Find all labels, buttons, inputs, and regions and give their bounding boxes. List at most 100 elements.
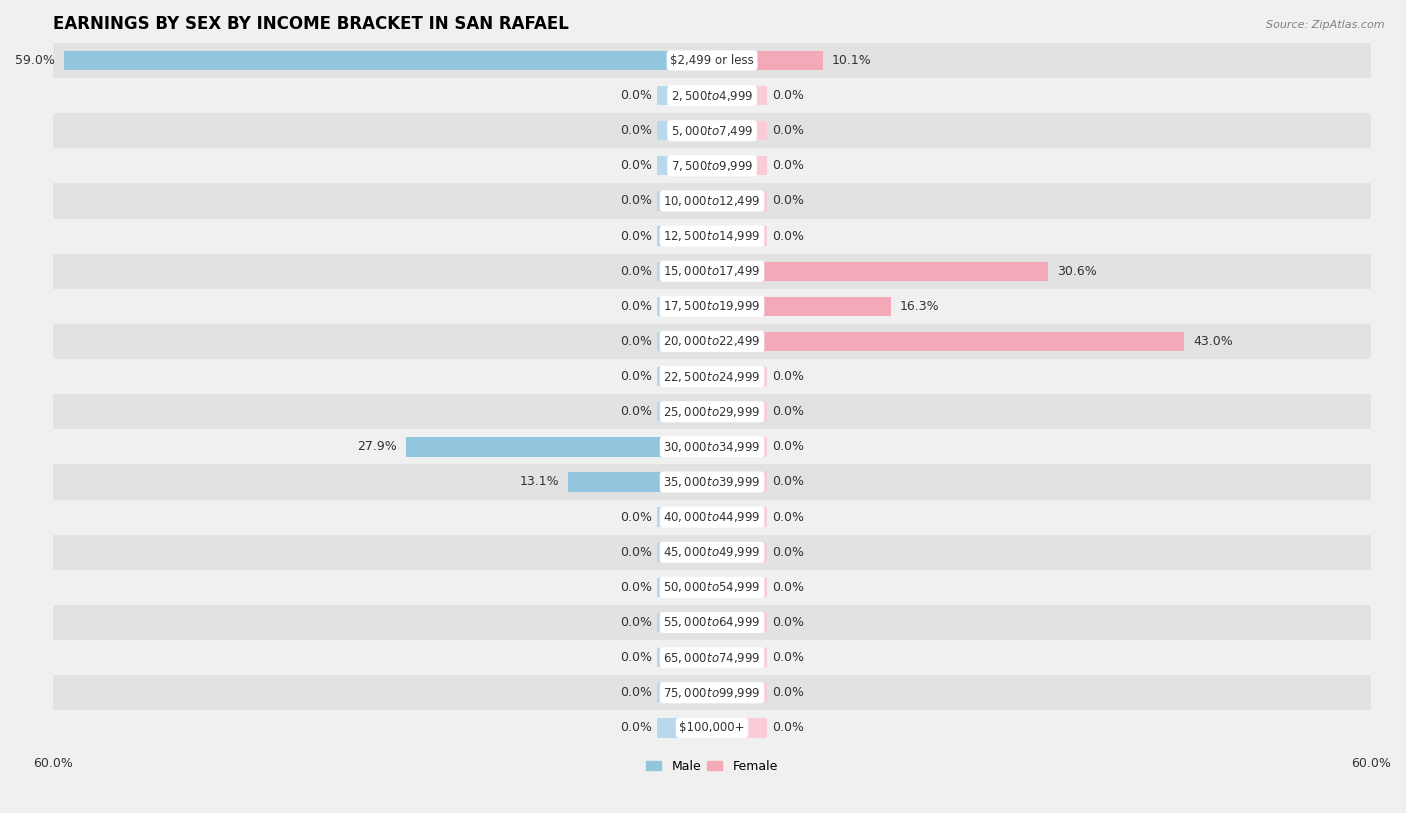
Text: 0.0%: 0.0% (620, 511, 651, 524)
Bar (657, 648, 711, 667)
Text: 0.0%: 0.0% (620, 124, 651, 137)
Text: 0.0%: 0.0% (772, 511, 804, 524)
Text: $50,000 to $54,999: $50,000 to $54,999 (664, 580, 761, 594)
Text: 0.0%: 0.0% (620, 194, 651, 207)
Text: $100,000+: $100,000+ (679, 721, 745, 734)
Bar (53, 254, 1371, 289)
Text: 0.0%: 0.0% (620, 546, 651, 559)
Text: EARNINGS BY SEX BY INCOME BRACKET IN SAN RAFAEL: EARNINGS BY SEX BY INCOME BRACKET IN SAN… (53, 15, 569, 33)
Text: $55,000 to $64,999: $55,000 to $64,999 (664, 615, 761, 629)
Bar (711, 332, 1184, 351)
Bar (53, 43, 1371, 78)
Text: 0.0%: 0.0% (620, 89, 651, 102)
Text: 0.0%: 0.0% (772, 580, 804, 593)
Text: 0.0%: 0.0% (620, 265, 651, 278)
Text: 0.0%: 0.0% (620, 159, 651, 172)
Bar (711, 262, 1047, 280)
Bar (711, 50, 823, 70)
Text: 43.0%: 43.0% (1194, 335, 1233, 348)
Bar (711, 402, 768, 421)
Bar (53, 219, 1371, 254)
Bar (657, 121, 711, 141)
Bar (711, 718, 768, 737)
Bar (405, 437, 711, 457)
Bar (53, 675, 1371, 711)
Text: $30,000 to $34,999: $30,000 to $34,999 (664, 440, 761, 454)
Bar (711, 191, 768, 211)
Text: 0.0%: 0.0% (620, 651, 651, 664)
Bar (657, 86, 711, 105)
Bar (53, 711, 1371, 746)
Bar (53, 429, 1371, 464)
Text: $15,000 to $17,499: $15,000 to $17,499 (664, 264, 761, 278)
Text: $22,500 to $24,999: $22,500 to $24,999 (664, 370, 761, 384)
Text: $7,500 to $9,999: $7,500 to $9,999 (671, 159, 754, 173)
Bar (53, 359, 1371, 394)
Text: 0.0%: 0.0% (772, 616, 804, 629)
Bar (65, 50, 711, 70)
Text: 16.3%: 16.3% (900, 300, 939, 313)
Bar (657, 367, 711, 386)
Bar (53, 535, 1371, 570)
Text: $25,000 to $29,999: $25,000 to $29,999 (664, 405, 761, 419)
Bar (53, 148, 1371, 184)
Bar (53, 394, 1371, 429)
Bar (53, 605, 1371, 640)
Text: $75,000 to $99,999: $75,000 to $99,999 (664, 685, 761, 700)
Bar (53, 570, 1371, 605)
Text: $45,000 to $49,999: $45,000 to $49,999 (664, 546, 761, 559)
Bar (711, 648, 768, 667)
Bar (53, 464, 1371, 499)
Text: 0.0%: 0.0% (620, 405, 651, 418)
Text: 30.6%: 30.6% (1057, 265, 1097, 278)
Text: 0.0%: 0.0% (772, 546, 804, 559)
Text: 0.0%: 0.0% (620, 370, 651, 383)
Bar (657, 332, 711, 351)
Bar (657, 262, 711, 280)
Bar (711, 437, 768, 457)
Text: 0.0%: 0.0% (772, 686, 804, 699)
Text: $2,500 to $4,999: $2,500 to $4,999 (671, 89, 754, 102)
Text: 0.0%: 0.0% (620, 686, 651, 699)
Bar (657, 507, 711, 527)
Bar (711, 578, 768, 597)
Text: 0.0%: 0.0% (772, 370, 804, 383)
Text: 0.0%: 0.0% (620, 580, 651, 593)
Bar (53, 289, 1371, 324)
Bar (53, 113, 1371, 148)
Text: 0.0%: 0.0% (620, 616, 651, 629)
Text: 0.0%: 0.0% (772, 159, 804, 172)
Bar (657, 683, 711, 702)
Text: 59.0%: 59.0% (15, 54, 55, 67)
Text: Source: ZipAtlas.com: Source: ZipAtlas.com (1267, 20, 1385, 30)
Bar (711, 297, 891, 316)
Bar (711, 683, 768, 702)
Text: $65,000 to $74,999: $65,000 to $74,999 (664, 650, 761, 664)
Text: $5,000 to $7,499: $5,000 to $7,499 (671, 124, 754, 137)
Bar (711, 227, 768, 246)
Text: 0.0%: 0.0% (772, 229, 804, 242)
Text: 10.1%: 10.1% (832, 54, 872, 67)
Text: $2,499 or less: $2,499 or less (671, 54, 754, 67)
Bar (53, 640, 1371, 675)
Text: $40,000 to $44,999: $40,000 to $44,999 (664, 510, 761, 524)
Bar (657, 613, 711, 633)
Bar (53, 499, 1371, 535)
Text: 0.0%: 0.0% (772, 124, 804, 137)
Bar (711, 121, 768, 141)
Text: 0.0%: 0.0% (772, 441, 804, 454)
Bar (657, 578, 711, 597)
Bar (657, 542, 711, 562)
Text: $10,000 to $12,499: $10,000 to $12,499 (664, 194, 761, 208)
Bar (711, 613, 768, 633)
Text: 0.0%: 0.0% (772, 651, 804, 664)
Text: $20,000 to $22,499: $20,000 to $22,499 (664, 334, 761, 349)
Bar (657, 402, 711, 421)
Bar (711, 542, 768, 562)
Bar (657, 227, 711, 246)
Bar (657, 191, 711, 211)
Bar (711, 156, 768, 176)
Text: 0.0%: 0.0% (772, 405, 804, 418)
Text: 0.0%: 0.0% (772, 89, 804, 102)
Bar (711, 507, 768, 527)
